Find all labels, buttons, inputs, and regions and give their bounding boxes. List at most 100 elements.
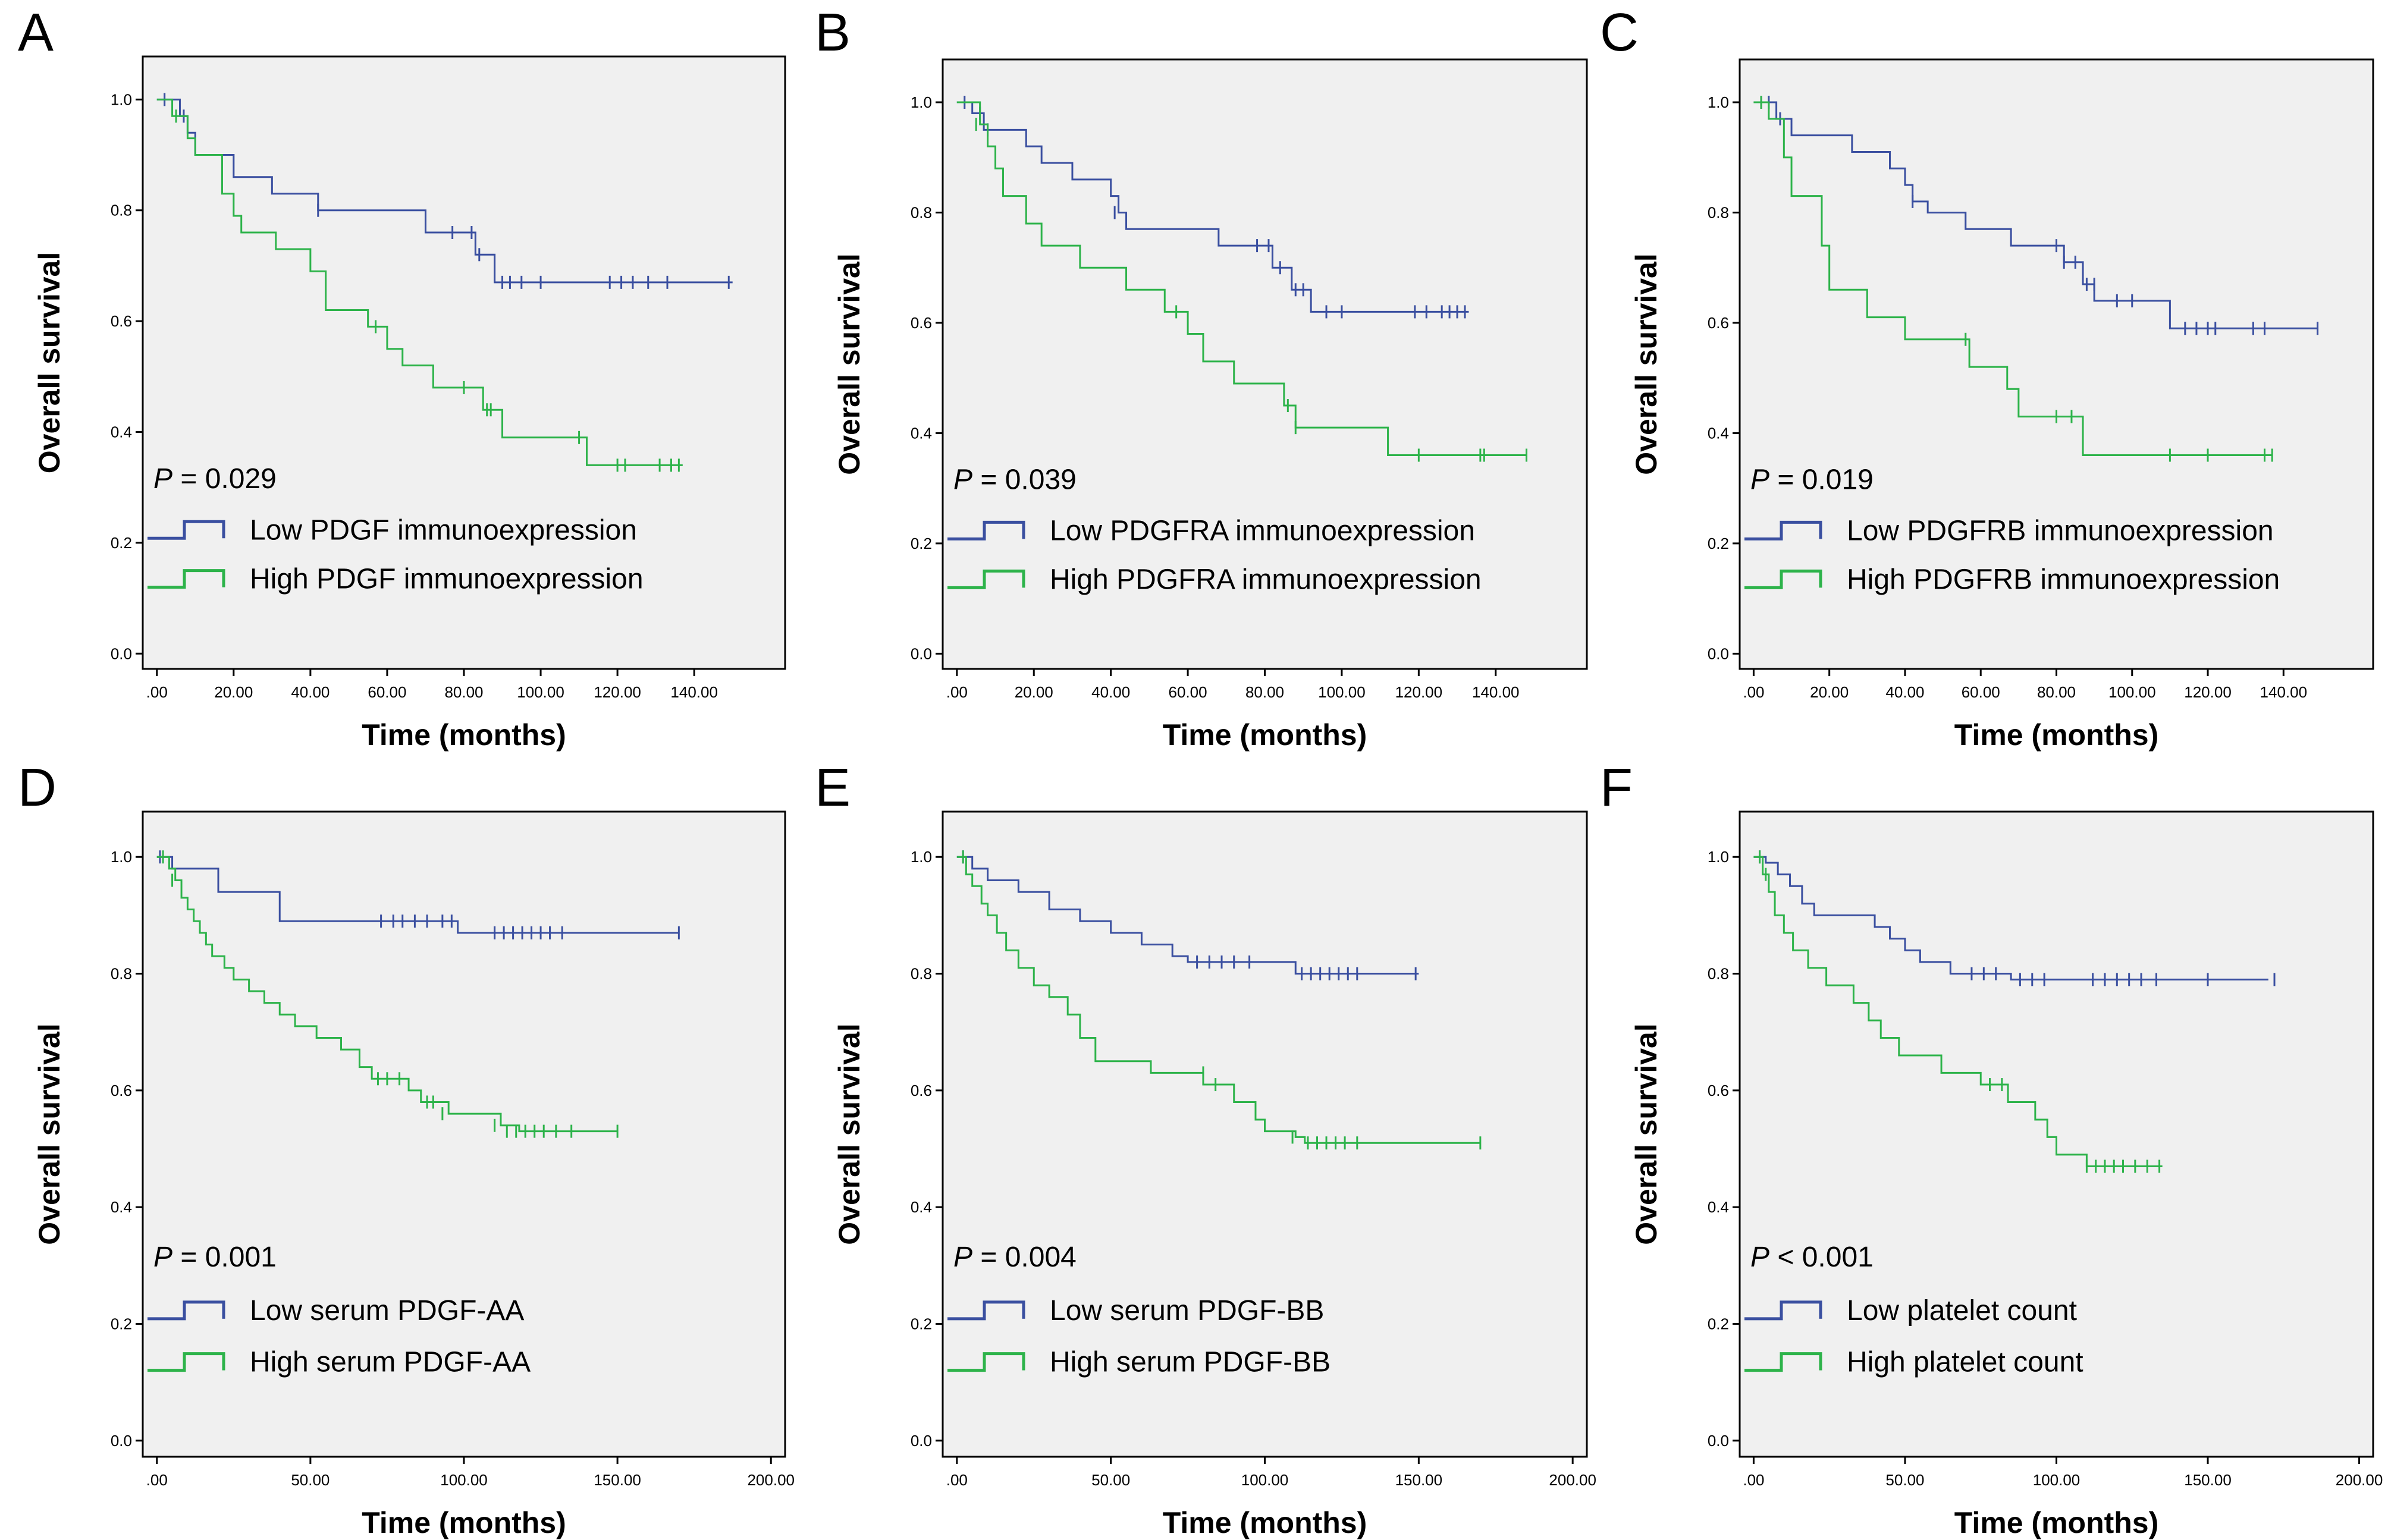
series-high — [156, 98, 683, 472]
y-tick-label: 0.2 — [911, 1315, 932, 1333]
y-axis-title: Overall survival — [833, 253, 866, 474]
p-symbol: P — [953, 1242, 972, 1273]
y-tick-label: 0.0 — [911, 645, 932, 662]
x-tick-label: 60.00 — [1962, 683, 2000, 701]
survival-curve-low — [156, 856, 679, 934]
x-tick-label: 140.00 — [670, 683, 718, 701]
y-tick-label: 0.2 — [111, 1315, 132, 1333]
panel-letter: D — [18, 758, 57, 818]
legend-swatch — [947, 569, 1025, 589]
y-tick-label: 0.4 — [911, 1198, 932, 1216]
legend-item-high: High serum PDGF-BB — [947, 1347, 1330, 1378]
legend-swatch — [947, 1300, 1025, 1321]
panel-letter: F — [1600, 758, 1633, 818]
x-tick-label: 200.00 — [747, 1471, 795, 1489]
plot-area — [1739, 810, 2374, 1458]
y-tick-label: 0.2 — [1708, 1315, 1729, 1333]
x-tick-label: 100.00 — [2033, 1471, 2081, 1489]
survival-curve-high — [156, 856, 618, 1133]
panel-letter: A — [18, 3, 54, 62]
y-tick-label: 0.0 — [111, 645, 132, 662]
p-value: P = 0.004 — [953, 1242, 1077, 1273]
x-tick-label: .00 — [146, 683, 168, 701]
x-tick-label: 40.00 — [291, 683, 330, 701]
legend-item-low: Low serum PDGF-BB — [947, 1295, 1324, 1327]
legend-item-high: High PDGFRB immunoexpression — [1744, 564, 2280, 595]
p-value-text: = 0.001 — [172, 1242, 277, 1273]
panel-d: D 0.0 0.2 0.4 0.6 0.8 1.0 .00 50.00 100.00 150.00 2… — [18, 758, 795, 1539]
x-tick-label: 20.00 — [1810, 683, 1849, 701]
legend-item-high: High serum PDGF-AA — [148, 1347, 531, 1378]
panel-b: B 0.0 0.2 0.4 0.6 0.8 1.0 .00 20.00 40.00 60.00 80.… — [815, 3, 1588, 752]
y-tick-label: 0.6 — [111, 1082, 132, 1099]
y-tick-label: 0.6 — [911, 1082, 932, 1099]
p-value: P = 0.029 — [153, 463, 277, 495]
legend-swatch — [148, 569, 225, 589]
x-tick-label: 100.00 — [440, 1471, 488, 1489]
x-tick-label: 100.00 — [2108, 683, 2156, 701]
survival-curve-high — [956, 856, 1480, 1144]
x-tick-label: .00 — [946, 683, 968, 701]
plot-area — [142, 55, 786, 670]
legend-item-low: Low platelet count — [1744, 1295, 2077, 1327]
y-tick-label: 0.6 — [111, 312, 132, 330]
y-tick-label: 0.0 — [911, 1432, 932, 1450]
x-tick-label: .00 — [146, 1471, 168, 1489]
x-tick-label: 20.00 — [1015, 683, 1053, 701]
legend-label: High PDGF immunoexpression — [250, 564, 644, 595]
x-tick-label: 100.00 — [517, 683, 564, 701]
p-value-text: = 0.019 — [1769, 464, 1874, 496]
series-high — [1753, 95, 2273, 462]
series-low — [156, 850, 680, 939]
survival-curve-low — [1753, 101, 2318, 329]
panel-f: F 0.0 0.2 0.4 0.6 0.8 1.0 .00 50.00 100.00 150.00 2… — [1600, 758, 2383, 1539]
legend-label: Low serum PDGF-BB — [1050, 1295, 1324, 1327]
y-tick-label: 0.4 — [911, 424, 932, 442]
x-axis-title: Time (months) — [362, 1506, 566, 1539]
y-tick-label: 0.8 — [1708, 203, 1729, 221]
legend-label: Low PDGFRB immunoexpression — [1847, 515, 2274, 546]
y-tick-label: 0.4 — [111, 1198, 132, 1216]
plot-area — [942, 58, 1588, 670]
survival-curve-high — [156, 98, 683, 466]
x-axis-title: Time (months) — [1163, 1506, 1367, 1539]
y-tick-label: 0.8 — [111, 965, 132, 983]
legend-label: High PDGFRA immunoexpression — [1050, 564, 1482, 595]
p-value-text: = 0.004 — [972, 1242, 1077, 1273]
y-tick-label: 1.0 — [111, 90, 132, 108]
legend-label: Low PDGF immunoexpression — [250, 514, 637, 546]
y-tick-label: 0.4 — [111, 423, 132, 441]
series-high — [156, 850, 619, 1138]
x-tick-label: 50.00 — [1885, 1471, 1924, 1489]
legend-swatch — [1744, 520, 1822, 540]
x-tick-label: 150.00 — [594, 1471, 641, 1489]
x-tick-label: 40.00 — [1091, 683, 1130, 701]
y-axis-title: Overall survival — [33, 252, 66, 473]
y-tick-label: 0.6 — [911, 314, 932, 332]
y-tick-label: 0.2 — [111, 534, 132, 552]
legend-label: Low platelet count — [1847, 1295, 2077, 1327]
survival-curve-high — [1753, 856, 2163, 1167]
x-tick-label: 150.00 — [2184, 1471, 2232, 1489]
y-tick-label: 0.8 — [111, 202, 132, 219]
y-tick-label: 0.0 — [1708, 1432, 1729, 1450]
panel-letter: E — [815, 758, 851, 818]
x-tick-label: 200.00 — [2336, 1471, 2383, 1489]
legend-item-low: Low PDGFRB immunoexpression — [1744, 515, 2274, 546]
panel-letter: B — [815, 3, 851, 62]
x-tick-label: 60.00 — [368, 683, 406, 701]
legend-label: High serum PDGF-BB — [1050, 1347, 1330, 1378]
x-tick-label: 50.00 — [291, 1471, 330, 1489]
p-value-text: = 0.029 — [172, 463, 277, 495]
legend-item-low: Low PDGF immunoexpression — [148, 514, 637, 546]
panel-e: E 0.0 0.2 0.4 0.6 0.8 1.0 .00 50.00 100.00 150.00 2… — [815, 758, 1596, 1539]
y-tick-label: 1.0 — [1708, 848, 1729, 866]
x-axis-title: Time (months) — [1163, 718, 1367, 752]
legend-label: Low serum PDGF-AA — [250, 1295, 524, 1327]
legend-label: High platelet count — [1847, 1347, 2083, 1378]
panel-a: A 0.0 0.2 0.4 0.6 0.8 1.0 .00 20.00 40.00 60.00 80.… — [18, 3, 786, 752]
legend-item-high: High PDGF immunoexpression — [148, 564, 644, 595]
p-value: P < 0.001 — [1750, 1242, 1874, 1273]
x-axis-title: Time (months) — [1954, 1506, 2159, 1539]
plot-area — [942, 810, 1588, 1458]
